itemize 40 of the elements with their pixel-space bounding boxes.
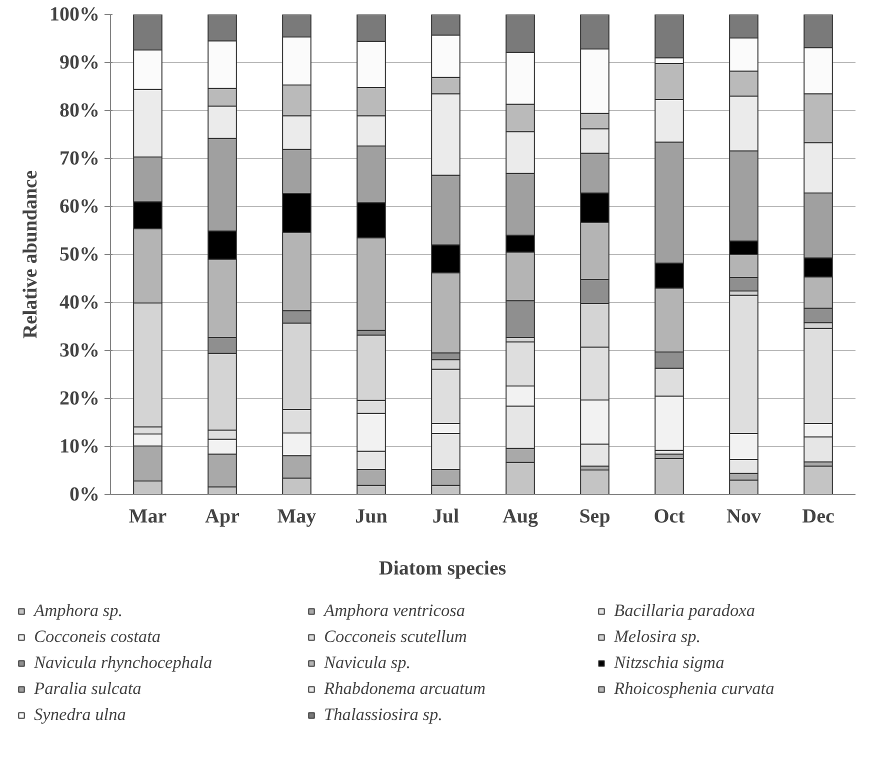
- bar: [654, 458, 684, 494]
- x-tick-label: Nov: [726, 506, 761, 528]
- y-tick-label: 30%: [60, 340, 100, 362]
- y-tick-label: 80%: [60, 100, 100, 122]
- y-axis-title: Relative abundance: [20, 170, 42, 339]
- legend-label: Melosira sp.: [614, 627, 702, 647]
- legend-label: Bacillaria paradoxa: [614, 601, 756, 621]
- y-tick-label: 100%: [50, 4, 100, 26]
- x-tick-label: May: [277, 506, 316, 528]
- legend-label: Rhoicosphenia curvata: [614, 679, 776, 699]
- x-tick-label: Jun: [355, 506, 388, 528]
- x-tick-label: Jul: [432, 506, 460, 528]
- x-tick-label: Dec: [802, 506, 834, 528]
- y-tick-label: 60%: [60, 196, 100, 218]
- y-tick-label: 40%: [60, 292, 100, 314]
- bar: [804, 466, 833, 494]
- legend-label: Cocconeis scutellum: [324, 627, 468, 647]
- legend-label: Thalassiosira sp.: [324, 705, 444, 725]
- y-tick-label: 90%: [60, 52, 100, 74]
- y-tick-label: 50%: [60, 244, 100, 266]
- legend-label: Cocconeis costata: [34, 627, 162, 647]
- x-tick-label: Sep: [579, 506, 610, 528]
- legend-label: Paralia sulcata: [34, 679, 142, 699]
- y-tick-label: 10%: [60, 436, 100, 458]
- legend-title: Diatom species: [378, 558, 506, 580]
- legend-label: Amphora sp.: [34, 601, 124, 621]
- y-tick-label: 70%: [60, 148, 100, 170]
- x-tick-label: Apr: [205, 506, 240, 528]
- x-tick-label: Aug: [502, 506, 538, 528]
- legend-label: Navicula rhynchocephala: [34, 653, 214, 673]
- x-tick-label: Mar: [128, 506, 167, 528]
- legend-label: Nitzschia sigma: [614, 653, 726, 673]
- legend-label: Synedra ulna: [34, 705, 127, 725]
- y-tick-label: 0%: [70, 484, 100, 506]
- legend-label: Amphora ventricosa: [324, 601, 466, 621]
- x-tick-label: Oct: [654, 506, 686, 528]
- y-tick-label: 20%: [60, 388, 100, 410]
- bar: [580, 470, 610, 494]
- legend-label: Rhabdonema arcuatum: [324, 679, 487, 699]
- legend-label: Navicula sp.: [324, 653, 412, 673]
